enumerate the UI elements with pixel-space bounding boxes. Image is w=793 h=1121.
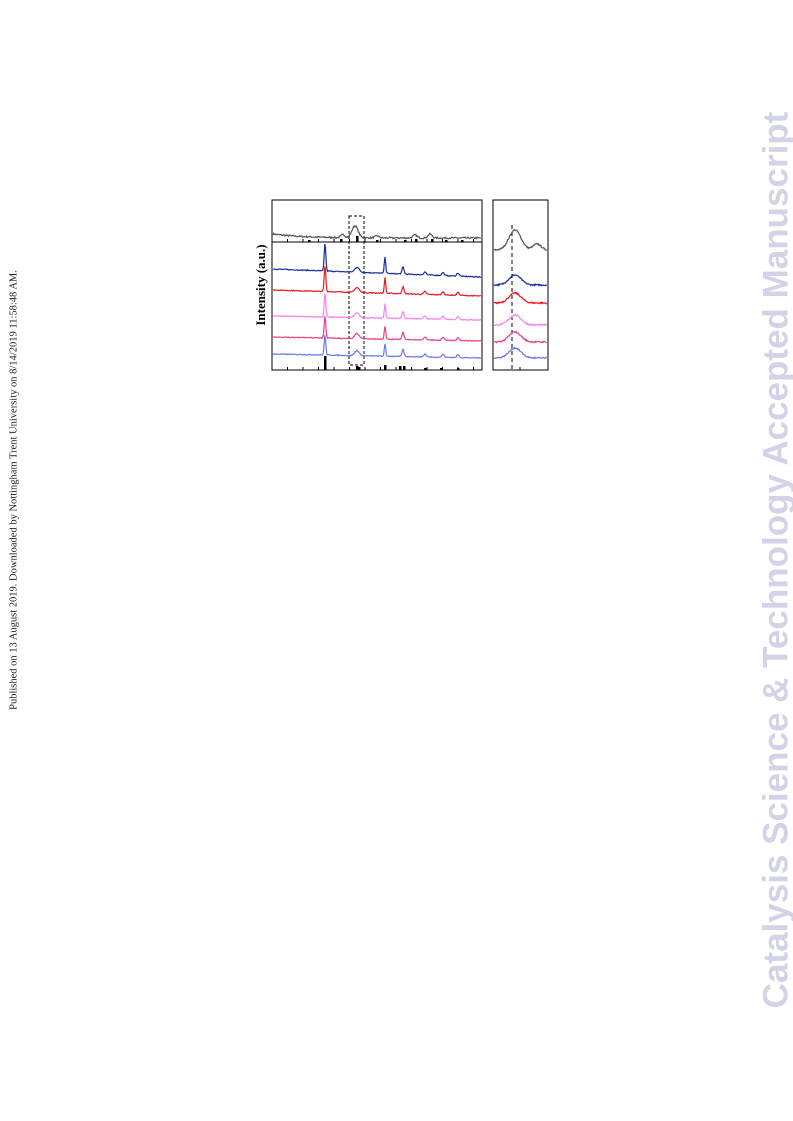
trace [272, 335, 482, 360]
inset-trace [493, 274, 547, 288]
zoom-box [348, 215, 365, 366]
frames [271, 199, 549, 371]
y-axis-label: Intensity (a.u.) [253, 244, 268, 325]
reference-bar [424, 368, 427, 370]
reference-bar [324, 356, 327, 370]
reference-bar [308, 240, 311, 242]
trace [272, 224, 482, 240]
reference-bar [376, 240, 379, 242]
side-note: Published on 13 August 2019. Downloaded … [8, 270, 19, 710]
reference-bar [340, 239, 343, 242]
reference-bar [440, 368, 443, 370]
inset-trace [493, 228, 548, 252]
reference-bar [399, 366, 402, 370]
watermark: Catalysis Science & Technology Accepted … [756, 111, 793, 1008]
inset-trace [493, 330, 547, 344]
trace [273, 266, 482, 297]
reference-bar [356, 236, 359, 242]
reference-bar [358, 367, 361, 370]
inset-trace [493, 313, 548, 327]
trace [272, 316, 482, 342]
inset-trace [493, 291, 548, 305]
reference-bar [403, 366, 406, 370]
traces [271, 224, 549, 370]
trace [272, 293, 482, 322]
reference-bar [404, 240, 407, 242]
main-frame [271, 199, 483, 371]
inset-trace [493, 346, 547, 360]
reference-bar [461, 240, 464, 242]
trace [272, 243, 482, 279]
reference-bar [415, 239, 418, 242]
reference-bar [384, 365, 387, 370]
reference-bar [431, 239, 434, 242]
reference-bar [356, 366, 359, 370]
reference-bar [445, 240, 448, 242]
